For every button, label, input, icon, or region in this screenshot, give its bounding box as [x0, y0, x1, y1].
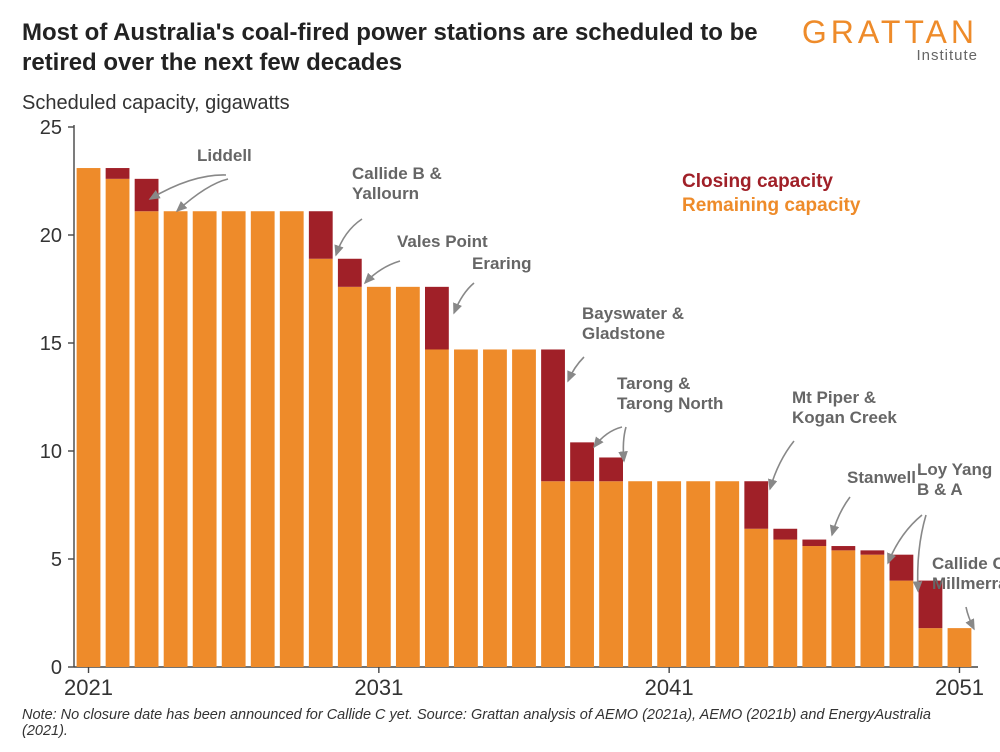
bar-remaining [106, 179, 130, 667]
bar-remaining [512, 349, 536, 667]
bar-closing [338, 259, 362, 287]
annotation-label: Kogan Creek [792, 408, 897, 427]
bar-closing [599, 457, 623, 481]
annotation-arrow [966, 607, 974, 629]
bar-remaining [831, 550, 855, 667]
bar-closing [425, 287, 449, 350]
annotation-label: Tarong North [617, 394, 723, 413]
bar-closing [773, 529, 797, 540]
annotation-label: Stanwell [847, 468, 916, 487]
bar-remaining [686, 481, 710, 667]
stacked-bar-chart: 05101520252021203120412051Closing capaci… [22, 119, 978, 705]
bar-remaining [773, 540, 797, 667]
bar-remaining [454, 349, 478, 667]
bar-closing [106, 168, 130, 179]
annotation-label: Millmerran [932, 574, 1000, 593]
bar-closing [831, 546, 855, 550]
annotation-label: Tarong & [617, 374, 690, 393]
bar-remaining [338, 287, 362, 667]
y-tick-label: 0 [51, 657, 62, 679]
bar-remaining [222, 211, 246, 667]
annotation-arrow [770, 441, 794, 489]
bar-remaining [280, 211, 304, 667]
bar-remaining [890, 581, 914, 667]
annotation-arrow [568, 357, 584, 381]
bar-remaining [135, 211, 159, 667]
annotation-label: Bayswater & [582, 304, 684, 323]
legend-closing: Closing capacity [682, 171, 833, 192]
bar-remaining [715, 481, 739, 667]
bar-remaining [309, 259, 333, 667]
annotation-label: Loy Yang [917, 460, 992, 479]
grattan-logo: GRATTAN Institute [802, 18, 978, 62]
bar-closing [860, 550, 884, 554]
bar-remaining [570, 481, 594, 667]
bar-closing [744, 481, 768, 529]
header: Most of Australia's coal-fired power sta… [22, 18, 978, 78]
annotation-arrow [623, 427, 626, 461]
bar-closing [890, 555, 914, 581]
bar-remaining [802, 546, 826, 667]
annotation-label: Vales Point [397, 232, 488, 251]
bar-remaining [628, 481, 652, 667]
bar-closing [135, 179, 159, 211]
x-tick-label: 2041 [645, 675, 694, 700]
brand-sub: Institute [802, 49, 978, 63]
chart-subtitle: Scheduled capacity, gigawatts [22, 92, 978, 115]
y-tick-label: 25 [40, 117, 62, 139]
annotation-label: Gladstone [582, 324, 665, 343]
annotation-label: Liddell [197, 146, 252, 165]
annotation-label: Eraring [472, 254, 532, 273]
x-tick-label: 2031 [354, 675, 403, 700]
annotation-arrow [594, 427, 622, 447]
bar-remaining [541, 481, 565, 667]
legend-remaining: Remaining capacity [682, 195, 861, 216]
annotation-label: B & A [917, 480, 963, 499]
bar-remaining [657, 481, 681, 667]
bar-remaining [744, 529, 768, 667]
bar-remaining [948, 628, 972, 667]
bar-remaining [396, 287, 420, 667]
bar-closing [309, 211, 333, 259]
chart-title: Most of Australia's coal-fired power sta… [22, 18, 762, 78]
bar-remaining [164, 211, 188, 667]
annotation-arrow [918, 515, 926, 591]
bar-remaining [77, 168, 101, 667]
y-tick-label: 15 [40, 333, 62, 355]
x-tick-label: 2051 [935, 675, 984, 700]
annotation-arrow [336, 219, 362, 255]
bar-remaining [483, 349, 507, 667]
brand-name: GRATTAN [802, 18, 978, 47]
annotation-label: Yallourn [352, 184, 419, 203]
annotation-arrow [177, 179, 228, 211]
bar-remaining [599, 481, 623, 667]
annotation-arrow [832, 497, 850, 535]
bar-closing [541, 349, 565, 481]
bar-remaining [919, 628, 943, 667]
y-tick-label: 20 [40, 225, 62, 247]
bar-remaining [860, 555, 884, 667]
bar-remaining [251, 211, 275, 667]
annotation-label: Callide C & [932, 554, 1000, 573]
bar-remaining [193, 211, 217, 667]
chart-page: Most of Australia's coal-fired power sta… [0, 0, 1000, 752]
chart-container: 05101520252021203120412051Closing capaci… [22, 119, 978, 705]
annotation-arrow [454, 283, 474, 313]
bar-remaining [425, 349, 449, 667]
annotation-label: Mt Piper & [792, 388, 876, 407]
bar-closing [570, 442, 594, 481]
annotation-arrow [365, 261, 400, 283]
y-tick-label: 10 [40, 441, 62, 463]
y-tick-label: 5 [51, 549, 62, 571]
x-tick-label: 2021 [64, 675, 113, 700]
chart-footnote: Note: No closure date has been announced… [22, 707, 978, 739]
bar-remaining [367, 287, 391, 667]
annotation-label: Callide B & [352, 164, 442, 183]
annotation-arrow [150, 175, 226, 199]
bar-closing [802, 540, 826, 546]
